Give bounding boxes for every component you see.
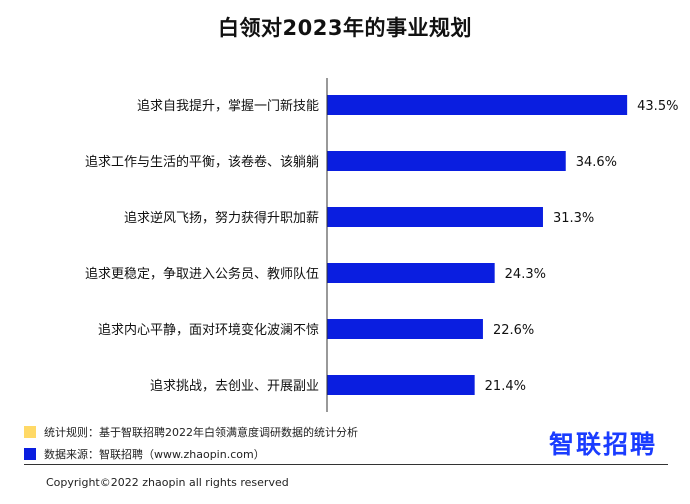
legend-text-rule: 统计规则：基于智联招聘2022年白领满意度调研数据的统计分析 <box>44 426 358 439</box>
bar-1 <box>327 95 628 115</box>
category-label-1: 追求自我提升，掌握一门新技能 <box>137 98 319 114</box>
bar-5 <box>327 319 483 339</box>
legend-swatch-yellow <box>24 426 36 438</box>
category-label-5: 追求内心平静，面对环境变化波澜不惊 <box>98 322 319 338</box>
bar-3 <box>327 207 543 227</box>
bar-chart: 追求自我提升，掌握一门新技能 43.5% 追求工作与生活的平衡，该卷卷、该躺躺 34.… <box>85 78 678 412</box>
value-label-1: 43.5% <box>637 99 678 114</box>
zhaopin-logo: 智联招聘 <box>549 430 658 459</box>
bar-4 <box>327 263 495 283</box>
legend-swatch-blue <box>24 448 36 460</box>
footer-divider <box>24 464 668 465</box>
legend-item-source: 数据来源：智联招聘（www.zhaopin.com） <box>24 446 265 462</box>
value-label-6: 21.4% <box>485 379 526 394</box>
category-label-2: 追求工作与生活的平衡，该卷卷、该躺躺 <box>85 154 319 170</box>
value-label-4: 24.3% <box>505 267 546 282</box>
value-label-5: 22.6% <box>493 323 534 338</box>
value-label-2: 34.6% <box>576 155 617 170</box>
category-label-4: 追求更稳定，争取进入公务员、教师队伍 <box>85 266 319 282</box>
bars-layer: 追求自我提升，掌握一门新技能 43.5% 追求工作与生活的平衡，该卷卷、该躺躺 34.… <box>85 95 678 395</box>
legend-item-rule: 统计规则：基于智联招聘2022年白领满意度调研数据的统计分析 <box>24 424 358 440</box>
value-label-3: 31.3% <box>553 211 594 226</box>
chart-title: 白领对2023年的事业规划 <box>218 16 472 40</box>
bar-2 <box>327 151 566 171</box>
bar-6 <box>327 375 475 395</box>
category-label-3: 追求逆风飞扬，努力获得升职加薪 <box>124 210 319 226</box>
category-label-6: 追求挑战，去创业、开展副业 <box>150 378 319 394</box>
legend-text-source: 数据来源：智联招聘（www.zhaopin.com） <box>44 448 265 461</box>
copyright-text: Copyright©2022 zhaopin all rights reserv… <box>46 476 289 489</box>
